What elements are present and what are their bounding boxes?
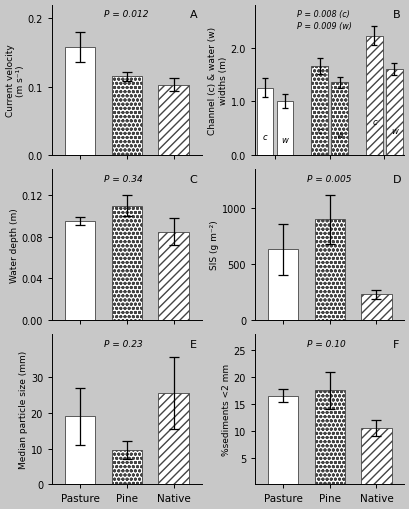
Text: c: c <box>371 118 376 127</box>
Bar <box>111 450 142 485</box>
Bar <box>330 83 347 156</box>
Text: C: C <box>189 175 197 184</box>
Text: P = 0.005: P = 0.005 <box>307 175 351 183</box>
Bar <box>360 428 391 485</box>
Text: F: F <box>391 339 398 349</box>
Bar <box>158 232 188 320</box>
Bar <box>65 416 95 485</box>
Text: E: E <box>189 339 196 349</box>
Text: w: w <box>335 131 342 140</box>
Text: c: c <box>317 126 321 135</box>
Bar <box>158 86 188 156</box>
Bar <box>360 295 391 320</box>
Text: w: w <box>281 136 288 145</box>
Text: D: D <box>391 175 400 184</box>
Y-axis label: SIS (g m⁻²): SIS (g m⁻²) <box>209 220 218 270</box>
Text: P = 0.10: P = 0.10 <box>307 339 345 348</box>
Y-axis label: Median particle size (mm): Median particle size (mm) <box>19 350 28 468</box>
Text: w: w <box>390 127 397 136</box>
Bar <box>276 102 292 156</box>
Text: B: B <box>391 10 399 20</box>
Bar <box>311 67 327 156</box>
Text: P = 0.34: P = 0.34 <box>104 175 143 183</box>
Text: P = 0.012: P = 0.012 <box>104 10 148 19</box>
Y-axis label: Channel (c) & water (w)
widths (m): Channel (c) & water (w) widths (m) <box>208 26 227 134</box>
Text: c: c <box>262 132 267 142</box>
Bar <box>385 70 402 156</box>
Bar <box>267 250 297 320</box>
Bar <box>111 206 142 320</box>
Bar <box>111 77 142 156</box>
Bar <box>365 37 382 156</box>
Bar <box>65 48 95 156</box>
Bar <box>267 396 297 485</box>
Y-axis label: Current velocity
(m s⁻¹): Current velocity (m s⁻¹) <box>6 44 25 117</box>
Bar <box>314 390 344 485</box>
Y-axis label: %sediments <2 mm: %sediments <2 mm <box>221 363 230 456</box>
Text: A: A <box>189 10 197 20</box>
Bar <box>158 393 188 485</box>
Bar <box>314 220 344 320</box>
Text: P = 0.008 (c)
P = 0.009 (w): P = 0.008 (c) P = 0.009 (w) <box>296 10 351 31</box>
Bar <box>256 89 273 156</box>
Text: P = 0.23: P = 0.23 <box>104 339 143 348</box>
Y-axis label: Water depth (m): Water depth (m) <box>10 208 19 282</box>
Bar <box>65 222 95 320</box>
